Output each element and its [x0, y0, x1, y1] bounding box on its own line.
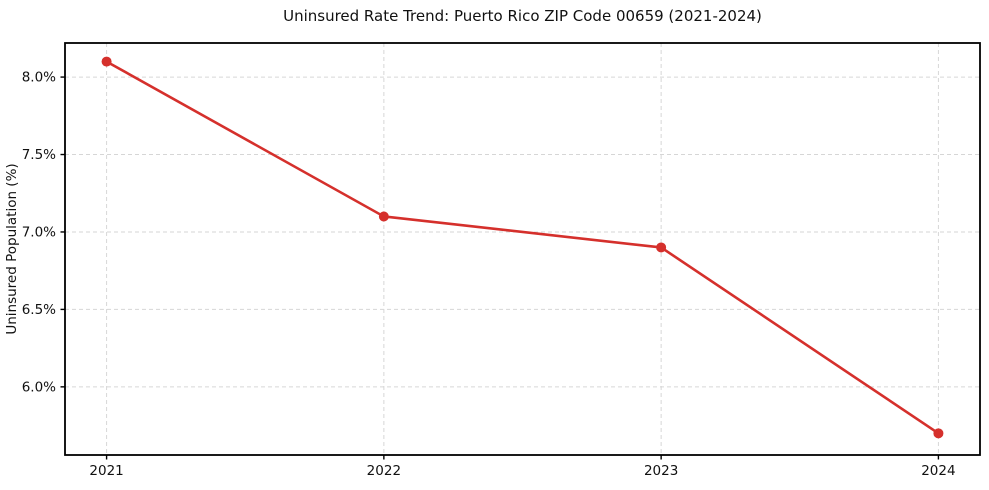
y-tick-label: 8.0%: [22, 70, 56, 86]
y-tick-label: 7.5%: [22, 147, 56, 163]
plot-frame: [64, 42, 981, 456]
trend-line: [105, 60, 940, 435]
y-tick-label: 6.0%: [22, 379, 56, 395]
x-tick-label: 2023: [644, 463, 678, 479]
x-tick-label: 2022: [367, 463, 401, 479]
x-tick-label: 2024: [921, 463, 955, 479]
data-point-marker: [101, 56, 112, 67]
chart-title: Uninsured Rate Trend: Puerto Rico ZIP Co…: [283, 7, 762, 25]
y-tick-label: 7.0%: [22, 224, 56, 240]
data-point-marker: [378, 211, 389, 222]
data-point-marker: [933, 428, 944, 439]
data-point-marker: [656, 242, 667, 253]
y-tick-label: 6.5%: [22, 302, 56, 318]
x-tick-label: 2021: [89, 463, 123, 479]
